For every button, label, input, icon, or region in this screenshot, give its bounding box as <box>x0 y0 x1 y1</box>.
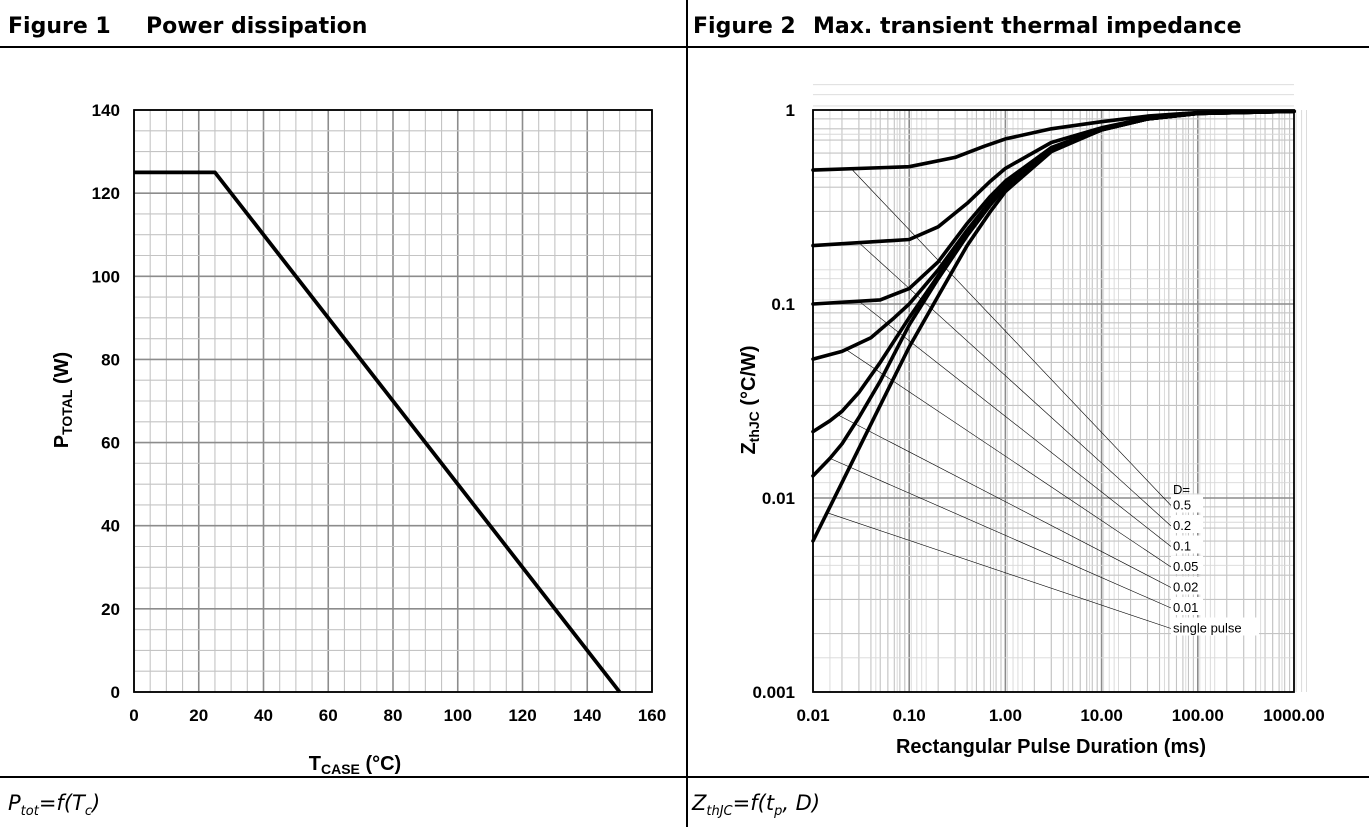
figure2-caption: ZthJC=f(tp, D) <box>692 791 820 819</box>
caption2-main: Z <box>692 791 707 815</box>
legend-label-bg <box>1171 515 1203 533</box>
chart1-ytick-label: 60 <box>101 434 120 453</box>
chart1-ytick-label: 80 <box>101 350 120 369</box>
legend-label-bg <box>1171 494 1203 513</box>
chart2-xtick-label: 0.01 <box>796 706 829 725</box>
legend-leader-line <box>845 349 1172 568</box>
chart1-ytick-label: 120 <box>92 184 120 203</box>
chart1-xlabel: TCASE (°C) <box>309 753 401 777</box>
legend-label: 0.5 <box>1173 498 1191 513</box>
caption1-sub2: c <box>84 804 92 820</box>
legend-label-bg <box>1171 576 1203 595</box>
chart2-xtick-label: 100.00 <box>1172 706 1224 725</box>
chart2-plot-frame <box>812 109 1295 693</box>
chart2-xtick-label: 10.00 <box>1080 706 1123 725</box>
chart2-xtick-label: 1.00 <box>989 706 1022 725</box>
chart1-ytick-label: 40 <box>101 517 120 536</box>
power-derating-line <box>134 170 622 694</box>
chart1-xtick-label: 140 <box>573 706 601 725</box>
chart2-grid <box>812 84 1307 693</box>
legend-leader-line <box>826 512 1172 629</box>
legend-title: D= <box>1173 482 1190 497</box>
caption2-sub2: p <box>774 804 783 820</box>
zth-curve-0p02 <box>811 109 1296 434</box>
chart1-xtick-label: 60 <box>319 706 338 725</box>
caption1-sub: tot <box>20 804 39 820</box>
legend-leader-line <box>829 458 1172 609</box>
chart1-xtick-label: 120 <box>508 706 536 725</box>
legend-label: 0.05 <box>1173 559 1198 574</box>
chart1-xtick-label: 100 <box>444 706 472 725</box>
legend-label: 0.2 <box>1173 518 1191 533</box>
chart2-xlabel: Rectangular Pulse Duration (ms) <box>896 736 1206 758</box>
legend-leader-line <box>858 242 1172 527</box>
chart2-xtick-label: 0.10 <box>893 706 926 725</box>
legend-label: 0.1 <box>1173 539 1191 554</box>
chart1-ytick-label: 20 <box>101 600 120 619</box>
chart2-ytick-label: 0.01 <box>762 489 795 508</box>
chart1-xtick-label: 0 <box>129 706 138 725</box>
figure2-title: Figure 2 Max. transient thermal impedance <box>693 14 1241 39</box>
figure1-title-text: Power dissipation <box>146 14 368 39</box>
chart1-ylabel: PTOTAL (W) <box>51 352 75 448</box>
figure2-title-text: Max. transient thermal impedance <box>813 14 1242 39</box>
chart1-xtick-label: 40 <box>254 706 273 725</box>
chart1-plot-frame <box>133 109 653 693</box>
caption-divider <box>0 776 1369 778</box>
chart1-xtick-label: 80 <box>384 706 403 725</box>
caption2-end: , D) <box>782 791 821 815</box>
chart2-ylabel: ZthJC (°C/W) <box>738 345 762 454</box>
figure1-number: Figure 1 <box>8 14 111 39</box>
chart2-xtick-label: 1000.00 <box>1263 706 1324 725</box>
legend-label: single pulse <box>1173 621 1242 636</box>
thermal-impedance-chart: Rectangular Pulse Duration (ms) ZthJC (°… <box>738 84 1325 758</box>
legend-label-bg <box>1171 617 1259 636</box>
legend-leader-line <box>851 168 1172 506</box>
chart1-ytick-label: 0 <box>111 683 120 702</box>
legend-leader-line <box>837 414 1172 588</box>
legend-label: 0.01 <box>1173 600 1198 615</box>
zth-curve-single-pulse <box>811 109 1296 543</box>
figure2-number: Figure 2 <box>693 14 796 39</box>
legend-label-bg <box>1171 597 1203 615</box>
chart1-ytick-label: 140 <box>92 101 120 120</box>
chart1-xtick-label: 160 <box>638 706 666 725</box>
center-divider <box>686 0 688 827</box>
legend-label-bg <box>1171 535 1203 554</box>
legend-leader-line <box>858 300 1172 547</box>
chart1-xtick-label: 20 <box>189 706 208 725</box>
figure1-title: Figure 1 Power dissipation <box>8 14 367 39</box>
caption1-end: ) <box>92 791 101 815</box>
caption2-mid: =f(t <box>732 791 775 815</box>
power-dissipation-chart: TCASE (°C) PTOTAL (W) 0 20 40 60 80 100 120 140… <box>51 101 666 777</box>
legend-label: 0.02 <box>1173 580 1198 595</box>
chart2-ytick-label: 0.1 <box>771 295 795 314</box>
chart1-grid <box>133 109 653 693</box>
zth-curve-0p2 <box>811 109 1296 248</box>
legend-label-bg <box>1171 556 1203 574</box>
figure1-caption: Ptot=f(Tc) <box>8 791 100 819</box>
header-divider <box>0 46 1369 48</box>
chart2-ytick-label: 1 <box>786 101 795 120</box>
caption1-main: P <box>8 791 21 815</box>
chart1-ytick-label: 100 <box>92 267 120 286</box>
chart2-ytick-label: 0.001 <box>752 683 795 702</box>
caption2-sub: thJC <box>706 804 733 820</box>
caption1-mid: =f(T <box>38 791 85 815</box>
